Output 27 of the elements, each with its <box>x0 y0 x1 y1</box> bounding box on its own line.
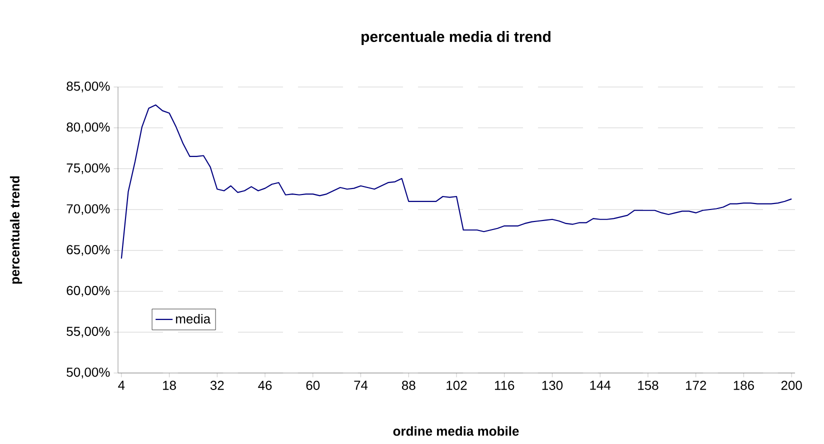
x-axis-title: ordine media mobile <box>393 426 519 436</box>
y-tick-label: 75,00% <box>66 163 110 174</box>
x-tick-label: 102 <box>446 380 467 390</box>
x-tick-label: 116 <box>494 380 514 390</box>
y-tick-label: 50,00% <box>66 368 110 378</box>
x-tick-label: 172 <box>686 380 706 390</box>
x-tick-label: 18 <box>163 380 176 390</box>
x-tick-label: 88 <box>402 380 416 390</box>
x-tick-label: 144 <box>590 380 611 390</box>
y-tick-label: 65,00% <box>66 245 110 256</box>
x-tick-label: 74 <box>354 380 368 390</box>
x-tick-label: 32 <box>210 380 224 390</box>
x-tick-label: 200 <box>781 380 802 390</box>
legend-label: media <box>176 314 211 324</box>
chart-title: percentuale media di trend <box>362 31 550 45</box>
x-tick-label: 158 <box>638 380 658 390</box>
x-tick-label: 186 <box>734 380 754 390</box>
y-tick-label: 55,00% <box>66 326 110 338</box>
y-tick-label: 85,00% <box>66 82 110 92</box>
y-tick-label: 80,00% <box>66 122 110 134</box>
y-axis-title: percentuale trend <box>10 176 22 284</box>
y-tick-label: 70,00% <box>66 204 110 215</box>
x-tick-label: 60 <box>306 380 320 390</box>
y-tick-label: 60,00% <box>66 286 110 297</box>
x-tick-label: 46 <box>258 380 272 390</box>
x-tick-label: 4 <box>118 380 125 390</box>
x-tick-label: 130 <box>542 380 563 390</box>
